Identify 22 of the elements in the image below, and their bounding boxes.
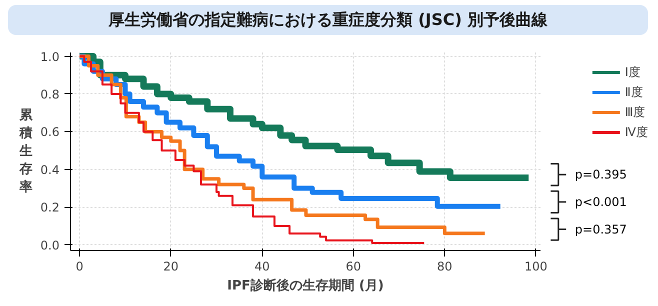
x-tick-label: 100 — [524, 260, 548, 274]
x-tick-label: 0 — [76, 260, 84, 274]
chart-title: 厚生労働省の指定難病における重症度分類 (JSC) 別予後曲線 — [108, 9, 548, 31]
y-tick-label: 0.8 — [40, 87, 60, 102]
y-tick-label: 1.0 — [40, 50, 60, 64]
x-tick-label: 80 — [437, 260, 452, 274]
x-axis-title: IPF診断後の生存期間 (月) — [227, 278, 384, 294]
x-tick-label: 60 — [346, 260, 362, 274]
legend-label: Ⅲ度 — [624, 104, 646, 120]
y-tick-label: 0.2 — [40, 200, 60, 215]
text: p=0.357 — [574, 222, 627, 236]
y-tick-label: 0.6 — [40, 125, 60, 140]
y-tick-label: 0.4 — [40, 162, 60, 177]
legend-label: Ⅰ度 — [624, 64, 642, 80]
legend-label: Ⅳ度 — [624, 124, 648, 140]
text: p<0.001 — [574, 194, 627, 209]
text: p=0.395 — [574, 168, 627, 182]
x-tick-label: 40 — [254, 260, 270, 274]
y-tick-label: 0.0 — [40, 238, 60, 252]
legend-label: Ⅱ度 — [624, 84, 644, 100]
y-axis-title: 累積生存率 — [18, 108, 34, 195]
x-tick-label: 20 — [163, 260, 179, 274]
